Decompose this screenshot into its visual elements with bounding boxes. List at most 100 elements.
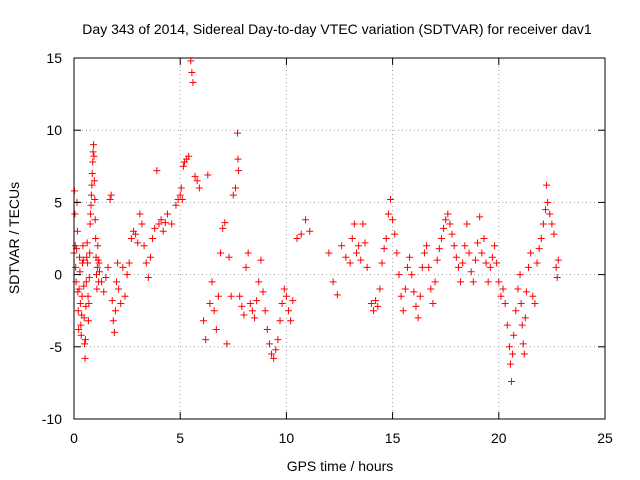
data-point xyxy=(85,273,93,281)
x-axis-label: GPS time / hours xyxy=(287,458,394,474)
data-point xyxy=(519,340,527,348)
data-point xyxy=(259,288,267,296)
data-point xyxy=(93,271,101,279)
y-tick-label: 10 xyxy=(46,122,62,138)
data-point xyxy=(108,297,116,305)
data-point xyxy=(531,299,539,307)
plot-frame xyxy=(73,57,606,420)
data-point xyxy=(329,278,337,286)
data-point xyxy=(111,307,119,315)
data-point xyxy=(285,307,293,315)
data-point xyxy=(179,162,187,170)
data-point xyxy=(86,249,94,257)
data-point xyxy=(505,343,513,351)
data-point xyxy=(410,288,418,296)
data-point xyxy=(429,299,437,307)
data-point xyxy=(76,253,84,261)
data-point xyxy=(274,336,282,344)
data-point xyxy=(238,302,246,310)
data-point xyxy=(187,57,195,65)
data-point xyxy=(488,253,496,261)
data-point xyxy=(389,216,397,224)
data-point xyxy=(401,285,409,293)
data-point xyxy=(450,242,458,250)
data-point xyxy=(338,242,346,250)
data-point xyxy=(287,317,295,325)
data-point xyxy=(357,256,365,264)
data-point xyxy=(138,220,146,228)
data-point xyxy=(83,253,91,261)
data-point xyxy=(420,249,428,257)
data-point xyxy=(435,245,443,253)
data-point xyxy=(268,350,276,358)
data-point xyxy=(437,235,445,242)
data-point xyxy=(372,297,380,305)
data-point xyxy=(185,152,193,160)
data-point xyxy=(509,350,517,358)
data-point xyxy=(71,242,79,250)
data-point xyxy=(535,245,543,253)
data-point xyxy=(119,263,127,271)
data-point xyxy=(132,230,140,238)
data-point xyxy=(382,235,390,242)
data-point xyxy=(149,235,157,242)
data-point xyxy=(189,79,197,87)
data-point xyxy=(94,242,102,250)
data-point xyxy=(79,256,87,264)
data-point xyxy=(214,292,222,300)
data-point xyxy=(104,263,112,271)
data-point xyxy=(89,158,97,166)
x-tick-label: 0 xyxy=(70,430,78,446)
y-tick-label: 0 xyxy=(54,267,62,283)
data-point xyxy=(399,307,407,315)
data-point xyxy=(91,196,99,204)
data-point xyxy=(359,220,367,228)
x-axis-ticks: 0 5 10 15 20 25 xyxy=(70,58,613,446)
data-point xyxy=(378,259,386,267)
data-point xyxy=(82,278,90,286)
data-point xyxy=(236,292,244,300)
data-point xyxy=(87,210,95,218)
data-point xyxy=(88,181,96,189)
data-point xyxy=(297,230,305,238)
data-point xyxy=(454,263,462,271)
x-tick-label: 10 xyxy=(279,430,295,446)
data-point xyxy=(84,259,92,267)
data-point xyxy=(510,331,518,339)
data-point xyxy=(491,242,499,250)
data-point xyxy=(406,253,414,261)
data-point xyxy=(221,219,229,227)
data-point xyxy=(412,302,420,310)
data-point xyxy=(280,285,288,293)
data-point xyxy=(442,216,450,224)
data-point xyxy=(87,201,95,209)
data-point xyxy=(474,239,482,247)
data-point xyxy=(85,299,93,307)
data-point xyxy=(93,263,101,271)
data-point xyxy=(348,235,356,242)
data-point xyxy=(397,292,405,300)
data-point xyxy=(157,216,165,224)
data-point xyxy=(107,191,115,199)
data-point xyxy=(527,249,535,257)
x-tick-label: 25 xyxy=(597,430,613,446)
data-point xyxy=(142,259,150,267)
y-axis-ticks: -10 -5 0 5 10 15 xyxy=(42,50,605,427)
data-point xyxy=(544,198,552,206)
data-point xyxy=(516,271,524,279)
data-point xyxy=(543,181,551,189)
data-point xyxy=(177,184,185,192)
data-point xyxy=(81,340,89,348)
data-point xyxy=(503,321,511,329)
data-point xyxy=(84,292,92,300)
data-point xyxy=(155,220,163,228)
data-point xyxy=(234,129,242,137)
data-point xyxy=(391,230,399,238)
data-point xyxy=(276,317,284,325)
data-point xyxy=(95,259,103,267)
data-points xyxy=(70,57,562,385)
data-point xyxy=(146,253,154,261)
data-point xyxy=(484,278,492,286)
data-point xyxy=(333,291,341,299)
